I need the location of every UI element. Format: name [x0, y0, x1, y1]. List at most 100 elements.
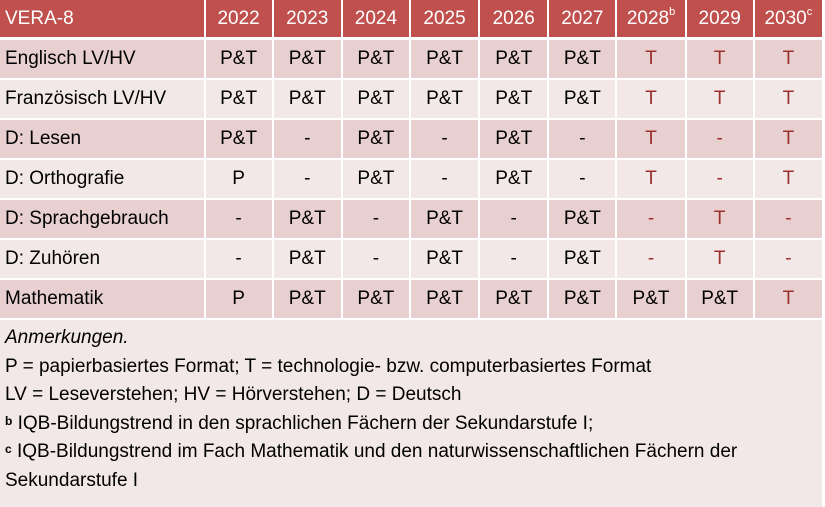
- year-label: 2024: [354, 7, 398, 29]
- format-cell: -: [205, 240, 272, 280]
- format-cell: T: [754, 80, 822, 120]
- year-label: 2028: [626, 7, 670, 29]
- format-cell: P&T: [549, 200, 616, 240]
- format-cell: P&T: [686, 280, 753, 320]
- footnote-c: c IQB-Bildungstrend im Fach Mathematik u…: [5, 438, 817, 495]
- format-cell: -: [410, 160, 479, 200]
- table-row: D: Sprachgebrauch - P&T - P&T - P&T - T -: [0, 200, 822, 240]
- year-header-2022: 2022: [205, 0, 272, 40]
- format-cell: P&T: [410, 280, 479, 320]
- year-label: 2025: [423, 7, 466, 29]
- format-cell: -: [686, 120, 753, 160]
- format-cell: P&T: [480, 40, 548, 80]
- format-cell: P&T: [273, 280, 341, 320]
- format-cell: P&T: [480, 120, 548, 160]
- format-cell: -: [686, 160, 753, 200]
- format-cell: P: [205, 160, 272, 200]
- format-cell: T: [617, 40, 685, 80]
- format-cell: T: [754, 120, 822, 160]
- year-header-2028: 2028b: [617, 0, 685, 40]
- subject-cell: D: Zuhören: [0, 240, 204, 280]
- year-label: 2023: [286, 7, 329, 29]
- footnote-c-mark: c: [5, 442, 12, 456]
- table-row: Französisch LV/HV P&T P&T P&T P&T P&T P&T T T T: [0, 80, 822, 120]
- footnote-marker: b: [669, 5, 676, 18]
- format-cell: -: [342, 240, 409, 280]
- subject-cell: Mathematik: [0, 280, 204, 320]
- format-cell: P&T: [549, 240, 616, 280]
- format-cell: P&T: [480, 280, 548, 320]
- format-cell: P&T: [617, 280, 685, 320]
- format-cell: P: [205, 280, 272, 320]
- format-cell: P&T: [273, 40, 341, 80]
- format-cell: P&T: [549, 280, 616, 320]
- format-cell: -: [273, 120, 341, 160]
- format-cell: P&T: [273, 200, 341, 240]
- year-header-2024: 2024: [342, 0, 409, 40]
- format-cell: -: [549, 120, 616, 160]
- subject-cell: D: Sprachgebrauch: [0, 200, 204, 240]
- year-label: 2030: [764, 7, 807, 29]
- format-cell: -: [273, 160, 341, 200]
- format-cell: T: [754, 40, 822, 80]
- format-cell: -: [617, 240, 685, 280]
- year-header-2025: 2025: [410, 0, 479, 40]
- format-cell: P&T: [273, 240, 341, 280]
- format-cell: -: [480, 200, 548, 240]
- format-cell: P&T: [205, 40, 272, 80]
- footnote-b: b IQB-Bildungstrend in den sprachlichen …: [5, 410, 817, 439]
- subject-cell: Englisch LV/HV: [0, 40, 204, 80]
- format-cell: -: [205, 200, 272, 240]
- format-cell: P&T: [205, 120, 272, 160]
- subject-cell: D: Lesen: [0, 120, 204, 160]
- format-cell: T: [617, 80, 685, 120]
- table-title: VERA-8: [0, 0, 204, 40]
- table-row: D: Orthografie P - P&T - P&T - T - T: [0, 160, 822, 200]
- format-cell: P&T: [410, 40, 479, 80]
- format-cell: -: [754, 240, 822, 280]
- table-row: D: Zuhören - P&T - P&T - P&T - T -: [0, 240, 822, 280]
- notes-heading: Anmerkungen.: [5, 327, 129, 348]
- year-label: 2022: [217, 7, 260, 29]
- header-row: VERA-8 2022 2023 2024 2025 2026 2027 2028b 2029…: [0, 0, 822, 40]
- format-cell: -: [549, 160, 616, 200]
- format-cell: -: [480, 240, 548, 280]
- format-cell: P&T: [480, 160, 548, 200]
- format-cell: P&T: [342, 80, 409, 120]
- note-legend-format: P = papierbasiertes Format; T = technolo…: [5, 355, 652, 377]
- table-row: D: Lesen P&T - P&T - P&T - T - T: [0, 120, 822, 160]
- format-cell: T: [754, 160, 822, 200]
- year-label: 2029: [698, 7, 741, 29]
- format-cell: T: [617, 120, 685, 160]
- format-cell: T: [686, 200, 753, 240]
- format-cell: P&T: [205, 80, 272, 120]
- footnote-b-mark: b: [5, 413, 13, 428]
- year-header-2027: 2027: [549, 0, 616, 40]
- format-cell: P&T: [342, 40, 409, 80]
- format-cell: T: [686, 80, 753, 120]
- format-cell: -: [410, 120, 479, 160]
- year-label: 2026: [492, 7, 535, 29]
- year-header-2026: 2026: [480, 0, 548, 40]
- format-cell: T: [617, 160, 685, 200]
- year-label: 2027: [561, 7, 604, 29]
- format-cell: P&T: [410, 240, 479, 280]
- format-cell: -: [342, 200, 409, 240]
- note-legend-abbreviations: LV = Leseverstehen; HV = Hörverstehen; D…: [5, 384, 462, 405]
- format-cell: P&T: [342, 120, 409, 160]
- notes-section: Anmerkungen. P = papierbasiertes Format;…: [0, 320, 822, 507]
- format-cell: P&T: [342, 280, 409, 320]
- format-cell: T: [686, 240, 753, 280]
- format-cell: P&T: [549, 80, 616, 120]
- year-header-2030: 2030c: [754, 0, 822, 40]
- format-cell: P&T: [549, 40, 616, 80]
- year-header-2023: 2023: [273, 0, 341, 40]
- subject-cell: Französisch LV/HV: [0, 80, 204, 120]
- footnote-c-text: IQB-Bildungstrend im Fach Mathematik und…: [5, 441, 738, 491]
- subject-cell: D: Orthografie: [0, 160, 204, 200]
- format-cell: -: [617, 200, 685, 240]
- format-cell: -: [754, 200, 822, 240]
- format-cell: T: [754, 280, 822, 320]
- format-cell: P&T: [410, 80, 479, 120]
